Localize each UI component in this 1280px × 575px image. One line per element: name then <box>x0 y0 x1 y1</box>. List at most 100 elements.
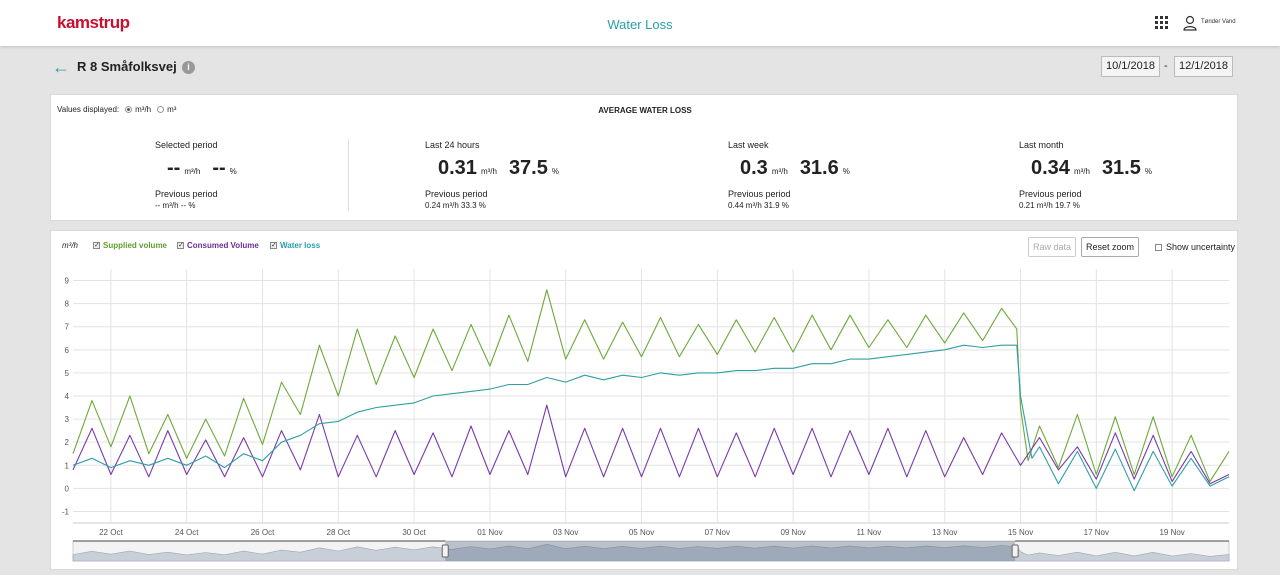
x-tick-label: 22 Oct <box>99 528 123 537</box>
show-uncertainty-label[interactable]: Show uncertainty <box>1166 242 1236 252</box>
legend-label[interactable]: Supplied volume <box>103 241 168 250</box>
radio-rate[interactable] <box>125 106 133 113</box>
stat-values: 0.3 m³/h 31.6% <box>740 157 862 180</box>
values-displayed-label: Values displayed: <box>57 105 120 114</box>
stat-values: 0.34 m³/h 31.5% <box>1031 157 1164 180</box>
navigator-left-handle[interactable] <box>441 544 449 558</box>
navigator-selected-range <box>445 541 1016 561</box>
stat-label: Last 24 hours <box>425 140 480 150</box>
y-tick-label: -1 <box>62 507 70 516</box>
raw-data-button[interactable]: Raw data <box>1028 237 1077 257</box>
previous-period-value: 0.24 m³/h 33.3 % <box>425 201 486 210</box>
water-loss-chart[interactable]: -1 0 1 2 3 4 5 6 7 8 9 22 Oct 24 Oct 26 Oct 28 Oct 30 … <box>51 231 1237 569</box>
stat-pct: -- <box>212 157 226 179</box>
series-line-consumed-volume <box>72 404 1230 485</box>
x-tick-label: 03 Nov <box>553 528 578 537</box>
checkbox-consumed[interactable]: ✓ <box>177 242 184 249</box>
legend-supplied-volume[interactable]: ✓ Supplied volume <box>93 241 167 250</box>
stat-unit: m³/h <box>480 167 497 176</box>
info-icon[interactable]: i <box>182 61 195 74</box>
show-uncertainty-toggle[interactable]: Show uncertainty <box>1155 242 1235 252</box>
apps-grid-icon[interactable] <box>1155 16 1169 30</box>
navigator-series <box>72 543 1230 562</box>
top-bar: kamstrup Water Loss Tønder Vand <box>0 0 1280 46</box>
y-tick-label: 8 <box>65 300 70 309</box>
previous-period-value: -- m³/h -- % <box>155 201 196 210</box>
series-line-supplied-volume <box>72 289 1230 482</box>
navigator[interactable] <box>72 540 1230 562</box>
stat-unit: m³/h <box>1073 167 1090 176</box>
previous-period-label: Previous period <box>1019 189 1082 199</box>
stat-pct: 31.6 <box>799 157 839 179</box>
previous-period-label: Previous period <box>728 189 791 199</box>
y-tick-label: 4 <box>65 392 70 401</box>
app-title: Water Loss <box>607 17 673 32</box>
legend-consumed-volume[interactable]: ✓ Consumed Volume <box>177 241 259 250</box>
series-line-water-loss <box>72 344 1230 492</box>
y-tick-label: 3 <box>65 415 70 424</box>
radio-volume[interactable] <box>157 106 165 113</box>
checkbox-uncertainty[interactable] <box>1155 243 1162 251</box>
x-tick-label: 13 Nov <box>932 528 957 537</box>
stat-value: 0.31 <box>438 157 477 179</box>
date-to-field[interactable]: 12/1/2018 <box>1174 56 1233 77</box>
stat-pct-unit: % <box>842 167 850 176</box>
date-separator: - <box>1164 60 1168 72</box>
stat-label: Last month <box>1019 140 1064 150</box>
previous-period-label: Previous period <box>425 189 488 199</box>
stat-pct: 37.5 <box>508 157 548 179</box>
checkbox-water-loss[interactable]: ✓ <box>270 242 277 249</box>
stat-value: -- <box>167 157 181 179</box>
checkbox-supplied[interactable]: ✓ <box>93 242 100 249</box>
x-tick-label: 26 Oct <box>251 528 275 537</box>
previous-period-label: Previous period <box>155 189 218 199</box>
stat-value: 0.34 <box>1031 157 1070 179</box>
y-tick-label: 0 <box>65 484 70 493</box>
y-axis: -1 0 1 2 3 4 5 6 7 8 9 <box>62 277 70 517</box>
x-tick-label: 07 Nov <box>705 528 730 537</box>
legend-water-loss[interactable]: ✓ Water loss <box>270 241 320 250</box>
x-tick-label: 30 Oct <box>402 528 426 537</box>
kamstrup-logo[interactable]: kamstrup <box>57 13 130 32</box>
radio-rate-label[interactable]: m³/h <box>135 105 152 114</box>
x-tick-label: 09 Nov <box>780 528 805 537</box>
radio-volume-label[interactable]: m³ <box>167 105 177 114</box>
stat-unit: m³/h <box>184 167 201 176</box>
user-name[interactable]: Tønder Vand <box>1201 19 1236 25</box>
reset-zoom-button[interactable]: Reset zoom <box>1081 237 1140 257</box>
legend-label[interactable]: Consumed Volume <box>187 241 259 250</box>
stat-label: Last week <box>728 140 769 150</box>
legend-label[interactable]: Water loss <box>280 241 321 250</box>
x-tick-label: 28 Oct <box>327 528 351 537</box>
stat-pct-unit: % <box>229 167 237 176</box>
stat-label: Selected period <box>155 140 218 150</box>
stat-values: 0.31 m³/h 37.5% <box>438 157 571 180</box>
previous-period-value: 0.21 m³/h 19.7 % <box>1019 201 1080 210</box>
y-tick-label: 2 <box>65 438 70 447</box>
stat-pct-unit: % <box>1144 167 1152 176</box>
user-icon[interactable] <box>1183 15 1197 31</box>
page-title: R 8 Småfolksvej <box>77 59 177 74</box>
x-tick-label: 05 Nov <box>629 528 654 537</box>
divider <box>348 139 349 211</box>
y-tick-label: 7 <box>65 323 70 332</box>
x-tick-label: 01 Nov <box>477 528 502 537</box>
x-tick-label: 19 Nov <box>1159 528 1184 537</box>
x-tick-label: 24 Oct <box>175 528 199 537</box>
stat-values: -- m³/h --% <box>167 157 249 180</box>
previous-period-value: 0.44 m³/h 31.9 % <box>728 201 789 210</box>
x-tick-label: 17 Nov <box>1084 528 1109 537</box>
stat-pct: 31.5 <box>1101 157 1141 179</box>
average-water-loss-title: AVERAGE WATER LOSS <box>598 106 692 115</box>
date-from-field[interactable]: 10/1/2018 <box>1101 56 1160 77</box>
series-lines <box>72 289 1230 492</box>
y-tick-label: 5 <box>65 369 70 378</box>
stat-unit: m³/h <box>771 167 788 176</box>
y-tick-label: 1 <box>65 461 70 470</box>
chart-unit-label: m³/h <box>62 241 78 250</box>
values-displayed-selector: Values displayed: m³/h m³ <box>57 105 176 114</box>
back-arrow-icon[interactable]: ← <box>52 57 70 77</box>
y-tick-label: 9 <box>65 277 70 286</box>
navigator-right-handle[interactable] <box>1011 544 1019 558</box>
y-tick-label: 6 <box>65 346 70 355</box>
